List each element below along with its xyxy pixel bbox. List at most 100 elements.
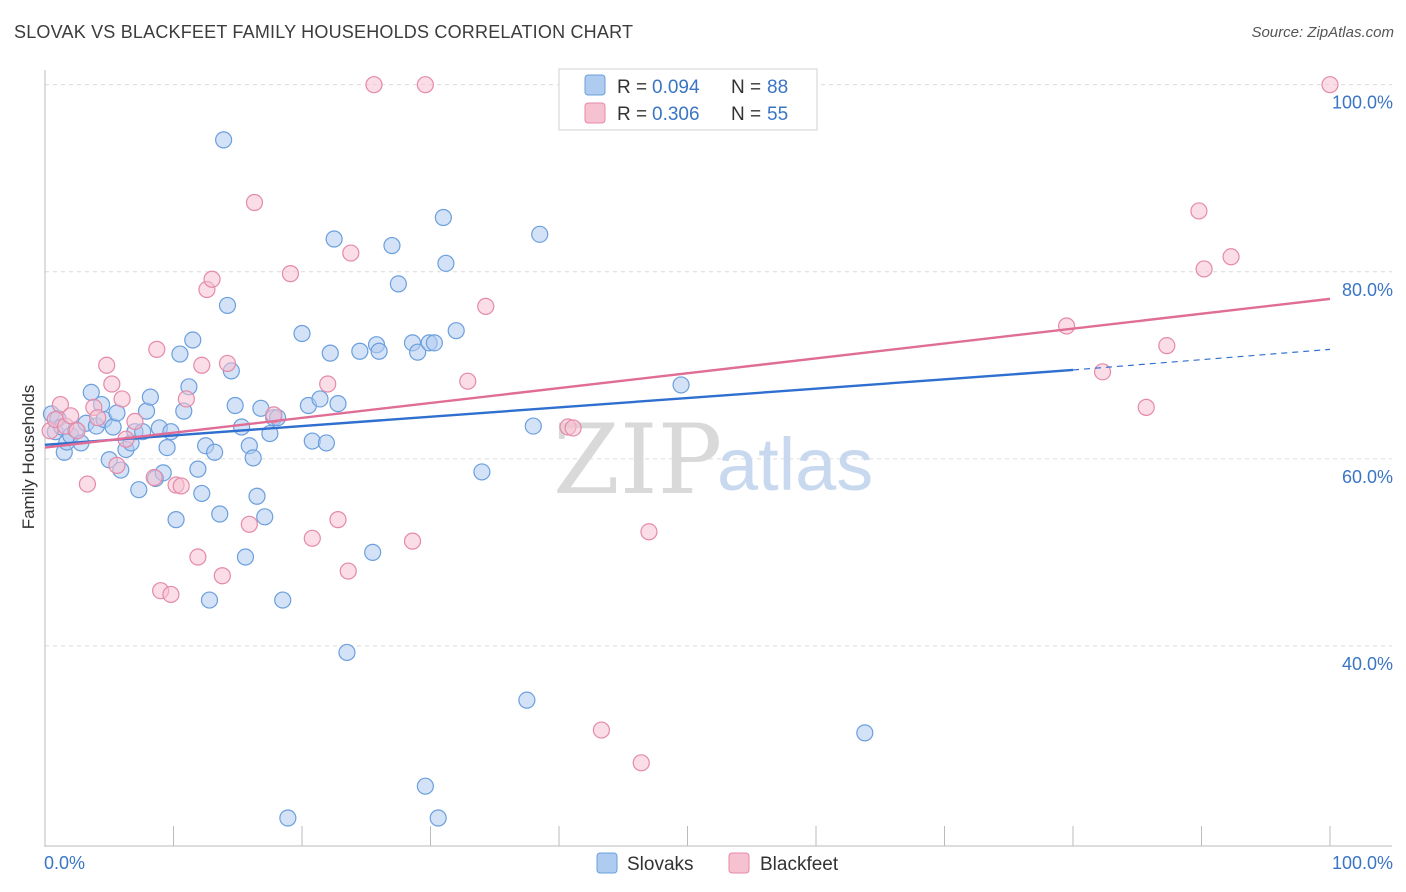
data-point-blackfeet: [1158, 337, 1176, 355]
data-point-slovaks: [215, 131, 233, 149]
gridlines: [45, 84, 1392, 647]
trend-line-extension-slovaks: [1072, 348, 1331, 371]
data-point-blackfeet: [592, 721, 611, 739]
data-point-blackfeet: [126, 412, 144, 431]
data-point-blackfeet: [640, 523, 658, 541]
data-point-blackfeet: [303, 529, 321, 547]
data-point-blackfeet: [245, 193, 264, 212]
data-point-blackfeet: [1093, 363, 1112, 381]
data-point-blackfeet: [339, 562, 357, 580]
data-point-blackfeet: [265, 406, 283, 424]
data-point-blackfeet: [281, 265, 300, 283]
data-point-slovaks: [248, 487, 266, 505]
data-point-slovaks: [244, 449, 262, 467]
series-blackfeet: [41, 76, 1339, 772]
data-point-slovaks: [171, 345, 189, 363]
legend-n-value-slovaks: 88: [767, 77, 788, 98]
data-point-blackfeet: [113, 390, 131, 408]
data-point-slovaks: [236, 548, 255, 566]
bottom-legend-swatch-blackfeet: [728, 852, 750, 874]
data-point-blackfeet: [1137, 398, 1155, 416]
data-point-blackfeet: [1190, 202, 1208, 220]
data-point-blackfeet: [108, 456, 126, 474]
data-point-slovaks: [256, 508, 274, 526]
legend-r-label-blackfeet: R =: [617, 104, 647, 125]
legend-swatch-blackfeet: [584, 102, 606, 124]
x-tick-label-max: 100.0%: [1332, 853, 1393, 873]
data-point-blackfeet: [342, 244, 360, 262]
data-point-slovaks: [311, 390, 329, 408]
watermark-zip: ZIP: [553, 404, 722, 516]
data-point-slovaks: [279, 809, 297, 827]
legend-r-value-blackfeet: 0.306: [652, 104, 700, 125]
bottom-legend-label-slovaks: Slovaks: [627, 854, 694, 875]
data-point-slovaks: [218, 296, 237, 315]
data-point-slovaks: [351, 342, 369, 360]
bottom-legend-swatch-slovaks: [596, 852, 618, 874]
data-point-blackfeet: [145, 468, 163, 487]
y-axis-title: Family Households: [19, 385, 38, 530]
data-point-slovaks: [672, 376, 690, 394]
data-point-blackfeet: [78, 475, 97, 493]
data-point-blackfeet: [1321, 76, 1339, 94]
y-axis-tick-labels: 40.0% 60.0% 80.0% 100.0%: [1332, 93, 1393, 674]
data-point-blackfeet: [459, 372, 477, 390]
data-point-slovaks: [370, 342, 388, 360]
data-point-blackfeet: [148, 340, 166, 358]
source-note: Source: ZipAtlas.com: [1251, 24, 1394, 41]
data-point-slovaks: [104, 418, 122, 436]
y-tick-label: 60.0%: [1342, 467, 1393, 487]
data-point-slovaks: [409, 343, 427, 361]
data-point-blackfeet: [213, 567, 231, 585]
data-point-blackfeet: [240, 515, 258, 533]
data-point-blackfeet: [319, 375, 337, 393]
bottom-legend-label-blackfeet: Blackfeet: [760, 854, 839, 875]
data-point-slovaks: [856, 724, 874, 742]
data-point-slovaks: [274, 591, 292, 609]
data-point-slovaks: [364, 543, 382, 561]
data-point-slovaks: [233, 418, 251, 436]
data-point-blackfeet: [172, 477, 190, 495]
data-point-slovaks: [434, 208, 452, 227]
bottom-legend: Slovaks Blackfeet: [596, 852, 839, 875]
data-point-slovaks: [158, 438, 176, 457]
legend-swatch-slovaks: [584, 74, 606, 96]
legend-r-label-slovaks: R =: [617, 77, 647, 98]
data-point-slovaks: [141, 388, 159, 406]
legend-r-value-slovaks: 0.094: [652, 77, 700, 98]
data-point-slovaks: [303, 432, 321, 450]
data-point-blackfeet: [68, 422, 86, 440]
data-point-slovaks: [473, 463, 491, 481]
x-tick-label-min: 0.0%: [44, 853, 85, 873]
data-point-slovaks: [338, 643, 356, 662]
data-point-blackfeet: [218, 354, 237, 373]
legend-n-label-blackfeet: N =: [731, 104, 761, 125]
data-point-blackfeet: [329, 511, 347, 529]
data-point-slovaks: [321, 344, 339, 362]
data-point-blackfeet: [416, 76, 434, 94]
legend-n-value-blackfeet: 55: [767, 104, 788, 125]
data-point-slovaks: [389, 275, 407, 293]
watermark-atlas: atlas: [717, 423, 873, 506]
data-point-slovaks: [425, 334, 443, 352]
y-tick-label: 80.0%: [1342, 280, 1393, 300]
data-point-slovaks: [447, 322, 465, 340]
data-point-blackfeet: [1195, 260, 1213, 278]
data-point-blackfeet: [193, 356, 211, 374]
data-point-slovaks: [206, 443, 224, 461]
data-point-slovaks: [293, 324, 311, 343]
legend: R = 0.094 N = 88 R = 0.306 N = 55: [558, 68, 818, 131]
data-point-blackfeet: [162, 585, 180, 604]
data-point-slovaks: [325, 230, 343, 248]
data-point-blackfeet: [564, 419, 582, 437]
data-point-blackfeet: [98, 356, 116, 374]
x-axis-ticks: [173, 826, 1331, 846]
data-point-slovaks: [211, 505, 229, 523]
data-point-slovaks: [429, 809, 447, 827]
data-point-blackfeet: [1057, 317, 1076, 335]
data-point-slovaks: [531, 225, 549, 243]
data-point-slovaks: [193, 484, 211, 503]
data-point-slovaks: [184, 331, 202, 349]
data-point-slovaks: [437, 254, 455, 272]
